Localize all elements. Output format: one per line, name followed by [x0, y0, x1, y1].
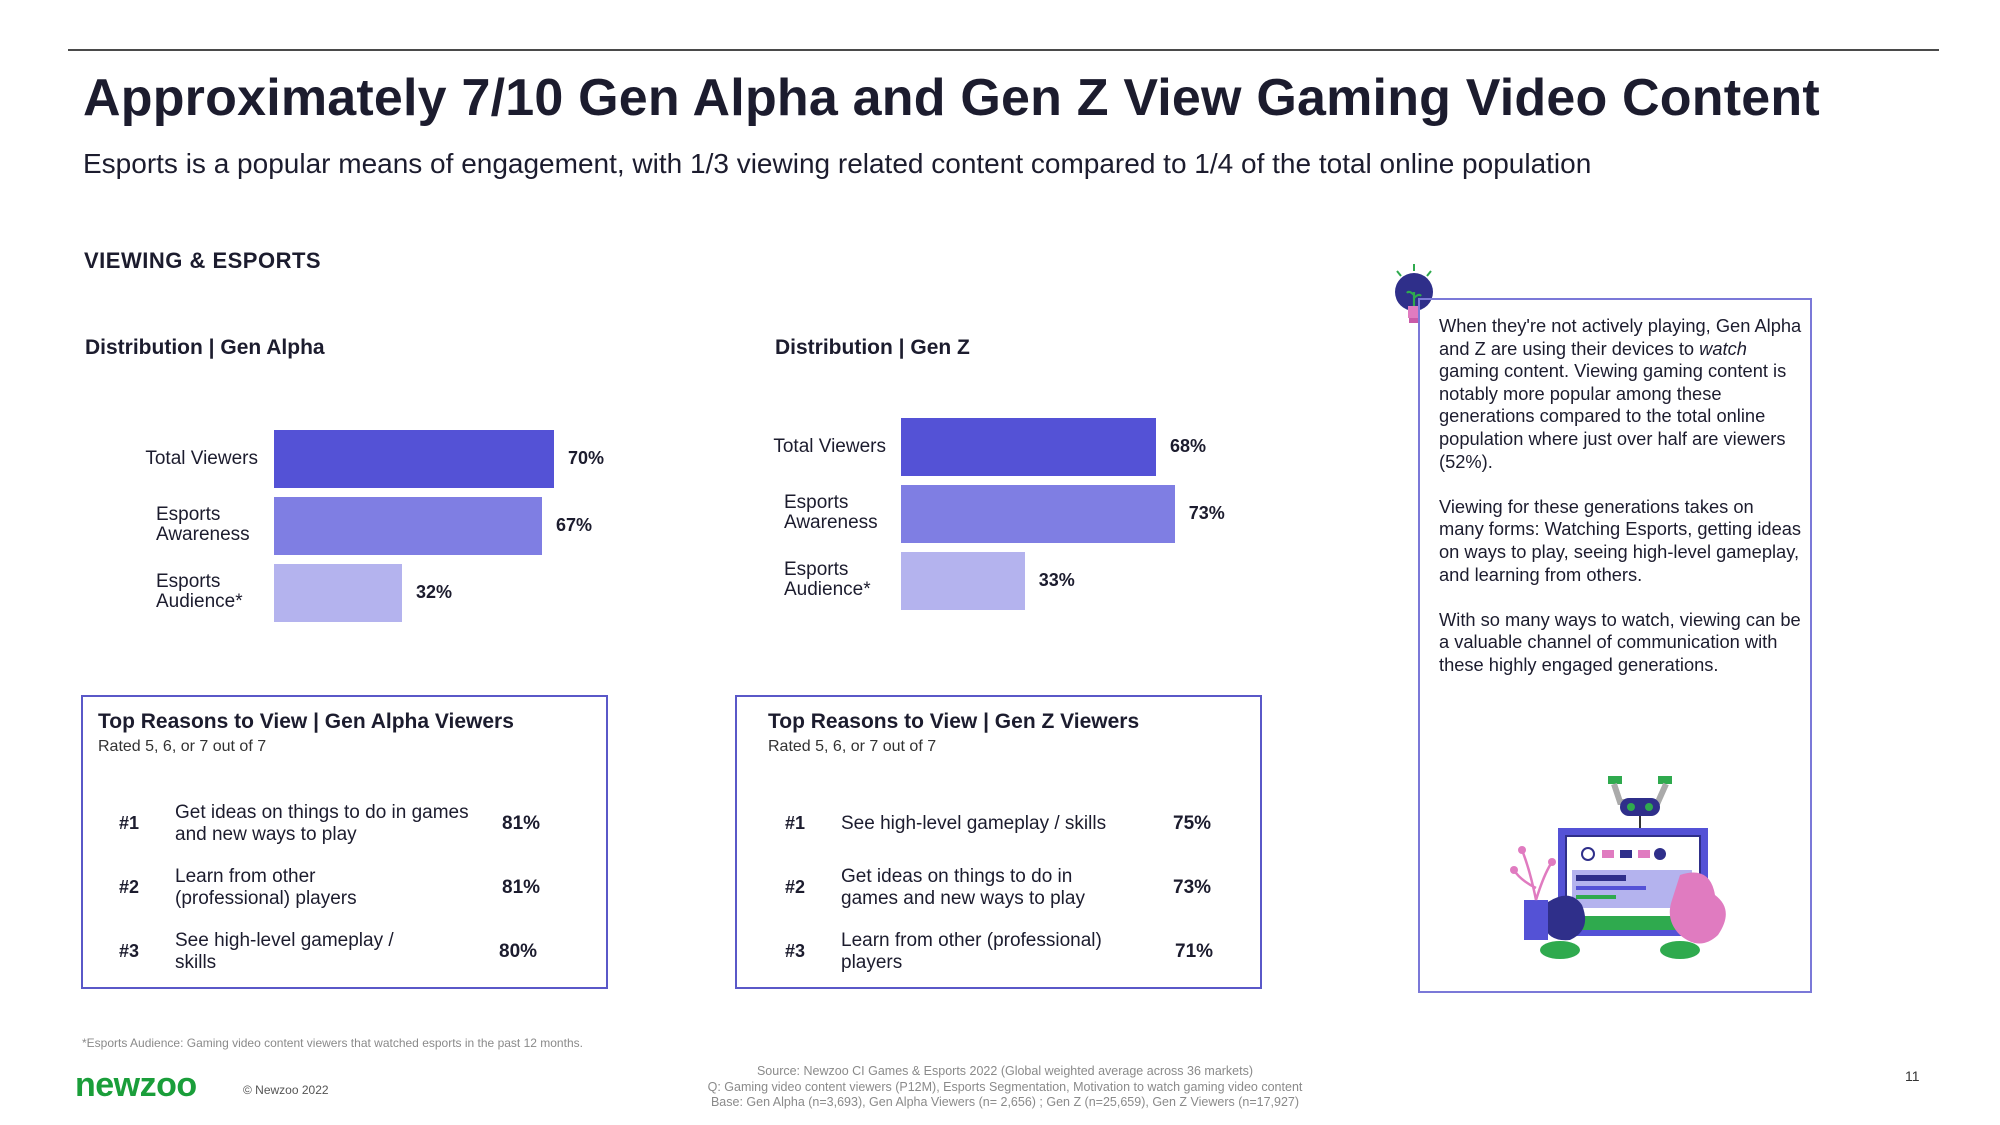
- reason-row: #3 See high-level gameplay / skills 80%: [83, 921, 606, 985]
- chart-title-gen-alpha: Distribution | Gen Alpha: [85, 336, 325, 359]
- footnote: *Esports Audience: Gaming video content …: [82, 1036, 583, 1050]
- reason-row: #2 Get ideas on things to do in games an…: [737, 857, 1260, 921]
- value-label: 70%: [568, 448, 605, 468]
- reasons-title: Top Reasons to View | Gen Alpha Viewers: [98, 710, 514, 733]
- lightbulb-icon: [1388, 262, 1440, 336]
- info-text: When they're not actively playing, Gen A…: [1439, 315, 1803, 699]
- info-emphasis: watch: [1699, 337, 1747, 359]
- bar: [274, 430, 554, 488]
- source-line: Base: Gen Alpha (n=3,693), Gen Alpha Vie…: [710, 1095, 1300, 1109]
- newzoo-logo: newzoo: [75, 1066, 197, 1104]
- reasons-subtitle: Rated 5, 6, or 7 out of 7: [98, 738, 267, 755]
- reason-percent: 71%: [1175, 941, 1214, 962]
- reason-row: #1 Get ideas on things to do in games an…: [83, 793, 606, 857]
- value-label: 32%: [416, 582, 453, 602]
- reason-rank: #2: [119, 877, 140, 897]
- bar: [274, 564, 402, 622]
- source-line: Q: Gaming video content viewers (P12M), …: [707, 1079, 1303, 1094]
- reason-rank: #3: [785, 941, 806, 961]
- reason-row: #3 Learn from other (professional) playe…: [737, 921, 1260, 985]
- reason-rank: #1: [785, 813, 806, 833]
- category-label: Esports Awareness: [784, 492, 878, 533]
- reason-percent: 80%: [499, 941, 538, 962]
- category-label: Esports Audience*: [784, 559, 871, 600]
- source-line: Source: Newzoo CI Games & Esports 2022 (…: [756, 1064, 1254, 1078]
- reason-rank: #2: [785, 877, 806, 897]
- info-paragraph-3: With so many ways to watch, viewing can …: [1439, 608, 1801, 675]
- page-subtitle: Esports is a popular means of engagement…: [83, 148, 1592, 179]
- reasons-subtitle: Rated 5, 6, or 7 out of 7: [768, 738, 937, 755]
- reason-row: #2 Learn from other (professional) playe…: [83, 857, 606, 921]
- reason-row: #1 See high-level gameplay / skills 75%: [737, 793, 1260, 857]
- reasons-title: Top Reasons to View | Gen Z Viewers: [768, 710, 1140, 733]
- category-label: Total Viewers: [773, 436, 886, 457]
- info-panel: [1418, 298, 1812, 993]
- gaming-setup-illustration: [1500, 770, 1760, 965]
- reason-text: See high-level gameplay / skills: [841, 813, 1107, 834]
- page-number: 11: [1905, 1068, 1920, 1084]
- reason-percent: 73%: [1173, 877, 1212, 898]
- reason-percent: 81%: [502, 813, 541, 834]
- reason-text: Get ideas on things to do in games and n…: [175, 802, 469, 845]
- reason-text: Learn from other (professional) players: [841, 930, 1102, 973]
- reason-text: See high-level gameplay / skills: [175, 930, 394, 973]
- bar: [274, 497, 542, 555]
- info-paragraph-2: Viewing for these generations takes on m…: [1439, 495, 1802, 585]
- top-rule: [68, 49, 1939, 51]
- reason-text: Get ideas on things to do in games and n…: [841, 866, 1085, 909]
- section-label: VIEWING & ESPORTS: [84, 248, 322, 273]
- reason-text: Learn from other (professional) players: [175, 866, 357, 909]
- copyright: © Newzoo 2022: [243, 1083, 329, 1097]
- category-label: Total Viewers: [145, 448, 258, 469]
- bar: [901, 552, 1025, 610]
- value-label: 33%: [1038, 570, 1075, 590]
- category-label: Esports Awareness: [156, 504, 250, 545]
- bar: [901, 418, 1156, 476]
- reason-rank: #1: [119, 813, 140, 833]
- reason-rank: #3: [119, 941, 140, 961]
- reason-percent: 75%: [1173, 813, 1212, 834]
- value-label: 68%: [1170, 436, 1207, 456]
- page-title: Approximately 7/10 Gen Alpha and Gen Z V…: [83, 69, 1820, 127]
- reason-percent: 81%: [502, 877, 541, 898]
- info-paragraph-1: When they're not actively playing, Gen A…: [1439, 315, 1802, 472]
- value-label: 67%: [556, 515, 593, 535]
- category-label: Esports Audience*: [156, 571, 243, 612]
- chart-title-gen-z: Distribution | Gen Z: [775, 336, 970, 359]
- reasons-box-gen-z: Top Reasons to View | Gen Z Viewers Rate…: [735, 695, 1262, 989]
- bar: [901, 485, 1175, 543]
- reasons-box-gen-alpha: Top Reasons to View | Gen Alpha Viewers …: [81, 695, 608, 989]
- source-notes: Source: Newzoo CI Games & Esports 2022 (…: [560, 1064, 1450, 1111]
- value-label: 73%: [1188, 503, 1225, 523]
